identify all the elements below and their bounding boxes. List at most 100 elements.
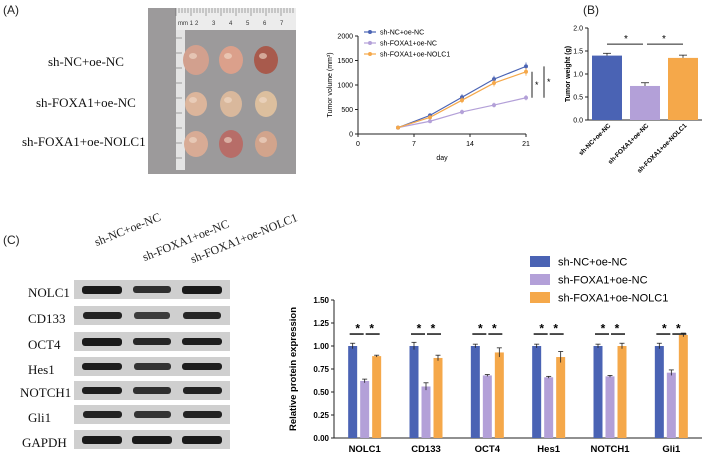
ruler-tick-label: mm 1 (178, 21, 194, 27)
blot-band (82, 386, 122, 395)
bar (372, 356, 382, 438)
blot-band (182, 435, 222, 444)
blot-label: CD133 (28, 311, 66, 326)
sig-star: * (478, 322, 483, 336)
legend-swatch (530, 274, 550, 285)
tumor-specimen (184, 131, 208, 157)
y-tick-label: 2.0 (573, 26, 583, 33)
blot-band (132, 435, 172, 444)
data-point (428, 115, 432, 120)
y-tick-label: 1.00 (313, 342, 329, 351)
bar (556, 357, 566, 438)
data-point (492, 103, 496, 108)
blot-band (182, 311, 222, 320)
y-axis-label: Tumor volume (mm³) (327, 52, 334, 117)
legend-swatch (530, 256, 550, 267)
y-tick-label: 1.0 (573, 72, 583, 79)
bar (666, 372, 676, 438)
sig-star: * (547, 77, 551, 87)
sig-star: * (553, 322, 558, 336)
tumor-specimen (183, 45, 209, 75)
y-axis-label: Tumor weight (g) (565, 46, 572, 102)
blot-band (82, 362, 122, 371)
tumor-highlight (189, 53, 197, 59)
tumor-volume-chart: 0 500 1000 1500 2000 0 7 14 21 day Tumor volume (m… (327, 30, 551, 163)
blot-strip (74, 280, 230, 299)
bar (678, 334, 688, 438)
sig-star: * (535, 80, 539, 90)
bar (348, 346, 358, 438)
data-point (460, 98, 464, 103)
blot-band (82, 285, 122, 294)
x-axis-label: day (436, 155, 448, 162)
blot-label: Gli1 (28, 410, 52, 425)
y-tick-label: 1.50 (313, 296, 329, 305)
blot-label: Hes1 (28, 362, 55, 377)
x-tick-label: 21 (522, 141, 530, 148)
blot-band (82, 410, 122, 419)
sig-star: * (662, 322, 667, 336)
x-tick-label: NOTCH1 (590, 444, 630, 455)
tumor-highlight (189, 97, 197, 103)
x-tick-label: Hes1 (537, 444, 560, 455)
legend-label: sh-NC+oe-NC (380, 30, 424, 37)
bar (593, 346, 603, 438)
x-tick-label: NOLC1 (349, 444, 382, 455)
bar (617, 346, 627, 438)
blot-band (82, 337, 122, 346)
y-tick-label: 0.5 (573, 95, 583, 102)
y-tick-label: 0.0 (573, 118, 583, 125)
bar (532, 346, 542, 438)
bar (605, 376, 615, 438)
blot-band (182, 337, 222, 346)
blot-strip (74, 381, 230, 400)
y-tick-label: 0.00 (313, 434, 329, 443)
tumor-highlight (224, 97, 232, 103)
y-tick-label: 500 (341, 107, 353, 114)
sig-star: * (662, 34, 666, 45)
legend-label: sh-FOXA1+oe-NOLC1 (558, 293, 668, 305)
ruler-tick-label: 7 (280, 21, 284, 27)
tumor-highlight (189, 137, 197, 143)
data-point (492, 81, 496, 86)
blot-band (182, 386, 222, 395)
y-axis-label: Relative protein expression (288, 307, 299, 431)
sig-star: * (355, 322, 360, 336)
bar (409, 346, 419, 438)
legend-label: sh-FOXA1+oe-NC (380, 41, 437, 48)
blot-band (133, 410, 171, 418)
blot-band (132, 337, 172, 346)
tumor-highlight (224, 53, 232, 59)
blot-band (82, 311, 122, 320)
bar (433, 357, 443, 438)
bar (668, 57, 698, 120)
tumor-specimen (220, 91, 242, 117)
tumor-specimen (255, 131, 277, 157)
x-tick-label: 7 (412, 141, 416, 148)
y-tick-label: 0.75 (313, 365, 329, 374)
y-tick-label: 0.50 (313, 388, 329, 397)
sig-star: * (539, 322, 544, 336)
data-point (428, 119, 432, 124)
x-tick-label: 0 (356, 141, 360, 148)
bar (494, 352, 504, 438)
blot-label: OCT4 (28, 337, 61, 352)
sig-star: * (369, 322, 374, 336)
blot-band (82, 435, 122, 444)
bar (654, 346, 664, 438)
x-tick-label: CD133 (411, 444, 441, 455)
tumor-specimen (219, 46, 243, 74)
tumor-highlight (259, 97, 267, 103)
blot-band (182, 285, 222, 294)
photo-row-label: sh-NC+oe-NC (48, 54, 124, 69)
western-blot: NOLC1 CD133 OCT4 Hes1 NOTCH1 Gli1 GAPDH (0, 0, 240, 457)
panel-label-b: (B) (583, 3, 599, 17)
sig-star: * (601, 322, 606, 336)
sig-star: * (431, 322, 436, 336)
blot-strip (74, 357, 230, 376)
photo-row-label: sh-FOXA1+oe-NC (36, 95, 136, 110)
blot-label: GAPDH (22, 435, 67, 450)
sig-star: * (417, 322, 422, 336)
legend-marker (368, 41, 372, 45)
